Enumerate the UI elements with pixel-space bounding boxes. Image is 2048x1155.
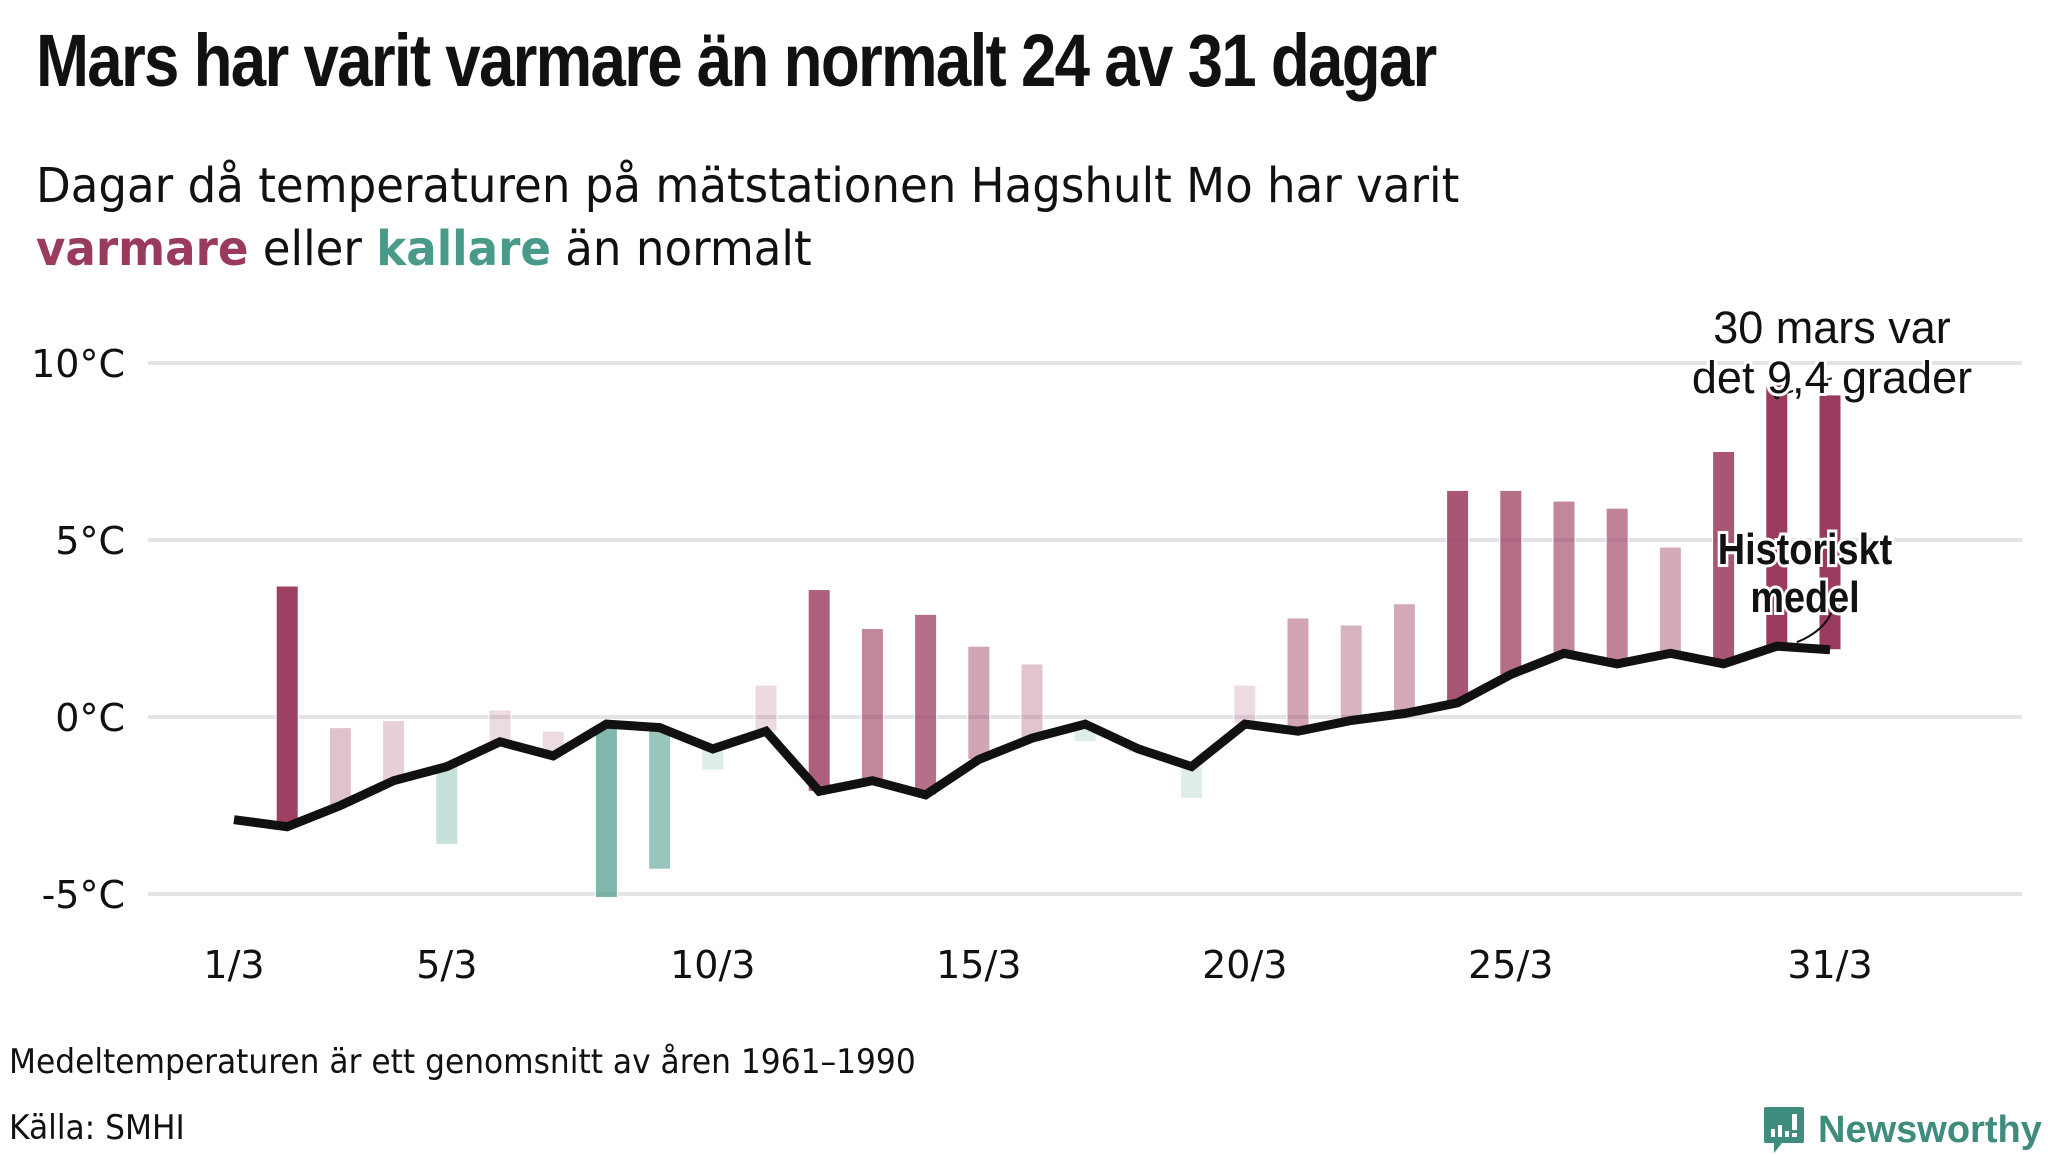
bar-chart-speech-bubble-icon (1764, 1107, 1804, 1153)
y-axis-ticks: -5°C 0°C 5°C 10°C (31, 342, 125, 917)
annotation-dot (1773, 393, 1780, 400)
x-tick-label: 20/3 (1202, 943, 1287, 987)
chart-title: Mars har varit varmare än normalt 24 av … (36, 19, 1437, 102)
subtitle-line-2: varmare eller kallare än normalt (36, 218, 1459, 281)
historical-mean-line (233, 641, 1831, 832)
y-tick-label: 10°C (31, 342, 125, 386)
warm-bar (967, 645, 991, 760)
subtitle-line-1: Dagar då temperaturen på mätstationen Ha… (36, 158, 1460, 214)
warm-bar (807, 589, 831, 792)
warm-bar (1446, 489, 1470, 704)
annotation-leader (1776, 377, 1833, 398)
y-tick-label: -5°C (42, 873, 125, 917)
warm-bar (754, 684, 778, 732)
x-tick-label: 15/3 (936, 943, 1021, 987)
footnote-period: Medeltemperaturen är ett genomsnitt av å… (9, 1042, 916, 1082)
x-tick-label: 25/3 (1468, 943, 1553, 987)
mean-line (233, 641, 1831, 832)
warm-bar (1818, 394, 1842, 651)
annotation-text: 30 mars var (1713, 302, 1951, 353)
cold-bar (594, 723, 618, 899)
x-tick-label: 1/3 (203, 943, 264, 987)
warm-bar (1339, 624, 1363, 722)
annotation-leader (1796, 605, 1835, 644)
warm-bar (1233, 684, 1257, 725)
y-tick-label: 5°C (55, 519, 125, 563)
annotation-text: det 9,4 grader (1692, 352, 1972, 403)
subtitle-warm-label: varmare (36, 221, 249, 277)
warm-bar (1392, 603, 1416, 714)
warm-bar (1020, 663, 1044, 739)
warm-bar (382, 720, 406, 782)
annotation-text: Historiskt (1718, 524, 1893, 573)
subtitle-mid: eller (248, 221, 377, 277)
warm-bar (1605, 507, 1629, 665)
warm-bar (860, 628, 884, 782)
subtitle-end: än normalt (550, 221, 812, 277)
warm-bar (328, 727, 352, 806)
grid-lines (148, 361, 2022, 896)
temperature-bars (275, 383, 1842, 899)
warm-bar (914, 613, 938, 796)
warm-bar (275, 585, 299, 828)
warm-bar (1499, 489, 1523, 676)
x-tick-label: 5/3 (416, 943, 477, 987)
annotation-text: medel (1750, 572, 1859, 621)
footnote-source: Källa: SMHI (9, 1108, 185, 1148)
warm-bar (1658, 546, 1682, 654)
newsworthy-logo: Newsworthy (1762, 1105, 2042, 1155)
x-axis-ticks: 1/3 5/3 10/3 15/3 20/3 25/3 31/3 (203, 943, 1872, 987)
y-tick-label: 0°C (55, 696, 125, 740)
logo-text: Newsworthy (1818, 1108, 2042, 1151)
cold-bar (435, 766, 459, 845)
warm-bar (488, 709, 512, 743)
x-tick-label: 31/3 (1787, 943, 1872, 987)
chart-subtitle: Dagar då temperaturen på mätstationen Ha… (36, 155, 1459, 281)
cold-bar (648, 727, 672, 870)
subtitle-cold-label: kallare (376, 221, 551, 277)
warm-bar (1286, 617, 1310, 732)
warm-bar (1552, 500, 1576, 654)
x-tick-label: 10/3 (670, 943, 755, 987)
